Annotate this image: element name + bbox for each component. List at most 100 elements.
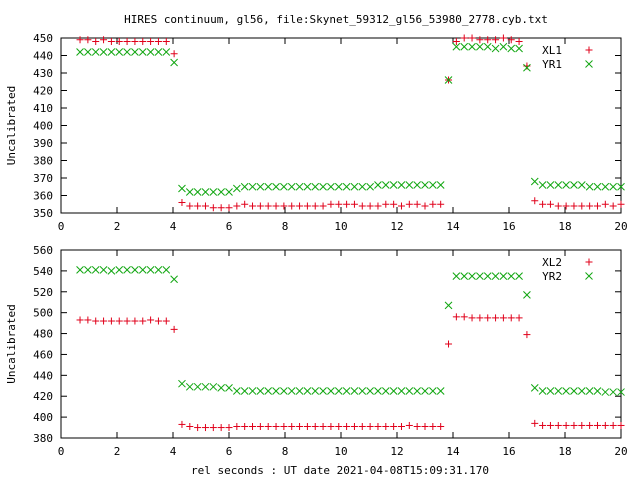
data-point (178, 420, 186, 428)
data-point (468, 34, 476, 42)
series-YR2 (76, 265, 625, 396)
marker-stroke (381, 181, 390, 189)
data-point (123, 265, 131, 274)
marker-stroke (374, 181, 382, 189)
data-point (264, 182, 273, 191)
marker-stroke (585, 60, 593, 68)
legend-label: YR1 (542, 58, 562, 71)
data-point (492, 314, 500, 322)
data-point (491, 272, 500, 280)
data-point (476, 314, 484, 322)
top-panel: 0 2 4 6 8 10 12 14 16 18 20 350 360 370 380 390 400 410 42… (5, 32, 628, 233)
data-point (507, 44, 516, 53)
series-YR1 (76, 42, 625, 196)
data-point (92, 38, 100, 45)
data-point (131, 317, 139, 325)
marker-stroke (593, 387, 602, 395)
data-point (538, 181, 547, 189)
data-point (523, 291, 531, 299)
data-point (413, 181, 422, 189)
marker-stroke (452, 42, 461, 51)
data-point (123, 38, 131, 45)
marker-stroke (515, 272, 523, 280)
data-point (570, 421, 578, 429)
y-tick-label: 370 (33, 172, 53, 185)
marker-stroke (428, 181, 437, 189)
marker-stroke (84, 48, 92, 56)
data-point (288, 202, 296, 210)
data-point (554, 421, 562, 429)
data-point (107, 38, 115, 45)
data-point (107, 48, 116, 56)
data-point (84, 48, 92, 56)
data-point (147, 38, 155, 45)
data-point (515, 38, 523, 45)
y-tick-label: 560 (33, 244, 53, 257)
data-point (382, 423, 390, 431)
data-point (507, 314, 515, 322)
marker-stroke (319, 387, 327, 395)
data-point (107, 267, 116, 275)
data-point (100, 36, 108, 44)
marker-stroke (303, 387, 312, 395)
data-point (138, 265, 147, 274)
marker-stroke (421, 387, 429, 395)
data-point (586, 202, 594, 210)
data-point (170, 50, 178, 58)
data-point (264, 387, 273, 395)
y-tick-label: 360 (33, 190, 53, 203)
data-point (241, 423, 249, 431)
data-point (389, 181, 398, 189)
x-tick-label: 16 (502, 445, 515, 458)
data-point (334, 182, 343, 191)
data-point (499, 34, 507, 42)
data-point (468, 314, 476, 322)
data-point (303, 182, 312, 191)
marker-stroke (232, 387, 241, 395)
x-tick-label: 6 (226, 220, 233, 233)
marker-stroke (287, 182, 296, 191)
marker-stroke (201, 382, 210, 391)
data-point (562, 387, 570, 395)
data-point (609, 388, 618, 396)
data-point (460, 42, 469, 51)
data-point (138, 48, 147, 56)
marker-stroke (115, 48, 124, 56)
marker-stroke (272, 182, 280, 191)
data-point (131, 48, 139, 56)
x-axis-label: rel seconds : UT date 2021-04-08T15:09:3… (191, 464, 489, 477)
data-point (436, 387, 445, 395)
data-point (343, 200, 351, 208)
data-point (609, 421, 617, 429)
data-point (178, 379, 186, 388)
x-tick-label: 2 (114, 220, 121, 233)
data-point (374, 181, 382, 189)
data-point (389, 387, 398, 395)
data-point (617, 388, 625, 396)
marker-stroke (76, 265, 84, 274)
marker-stroke (193, 188, 202, 196)
data-point (538, 387, 547, 395)
data-point (139, 38, 147, 45)
marker-stroke (491, 44, 500, 53)
data-point (217, 424, 225, 432)
data-point (531, 419, 539, 427)
marker-stroke (554, 181, 563, 189)
data-point (233, 202, 241, 210)
data-point (131, 265, 139, 274)
data-point (311, 202, 319, 210)
y-tick-label: 350 (33, 207, 53, 220)
data-point (249, 202, 257, 210)
data-point (546, 200, 554, 208)
data-point (92, 317, 100, 325)
data-point (366, 182, 374, 191)
data-point (115, 317, 123, 325)
marker-stroke (436, 181, 445, 189)
marker-stroke (138, 265, 147, 274)
data-point (154, 48, 163, 56)
data-point (437, 200, 445, 208)
data-point (84, 265, 92, 274)
data-point (397, 387, 406, 395)
data-point (91, 265, 100, 274)
data-point (264, 423, 272, 431)
